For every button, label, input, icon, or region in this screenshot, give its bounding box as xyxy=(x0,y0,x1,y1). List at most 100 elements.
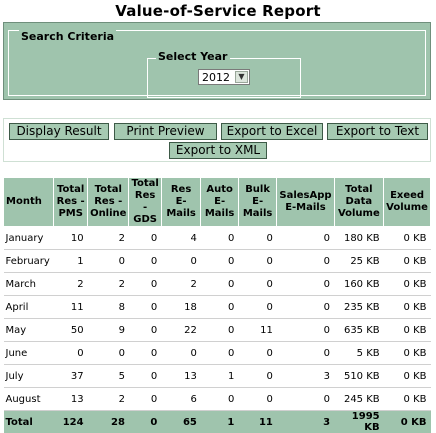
value-cell: 0 xyxy=(129,273,161,296)
export-text-button[interactable]: Export to Text xyxy=(327,123,428,140)
value-cell: 160 KB xyxy=(334,273,384,296)
value-cell: 2 xyxy=(88,388,129,411)
select-year-fieldset: Select Year 2012 ▼ xyxy=(147,58,301,98)
column-header-text: E-Mails xyxy=(205,196,235,219)
page-title: Value-of-Service Report xyxy=(0,2,436,20)
value-cell: 18 xyxy=(161,296,201,319)
search-criteria-legend: Search Criteria xyxy=(19,30,116,43)
column-header-text: Volume xyxy=(386,202,428,213)
value-cell: 0 xyxy=(201,227,238,250)
value-cell: 0 xyxy=(201,388,238,411)
month-cell: February xyxy=(4,250,54,273)
column-header: Month xyxy=(4,178,54,227)
value-cell: 2 xyxy=(88,227,129,250)
column-header-text: Res xyxy=(171,184,191,195)
year-select[interactable]: 2012 ▼ xyxy=(198,69,250,85)
value-cell: 4 xyxy=(161,227,201,250)
column-header-text: Month xyxy=(6,196,42,207)
value-cell: 0 KB xyxy=(384,342,431,365)
value-cell: 13 xyxy=(54,388,88,411)
value-cell: 0 KB xyxy=(384,250,431,273)
column-header-text: Volume xyxy=(338,208,380,219)
value-cell: 3 xyxy=(277,411,334,433)
value-cell: 0 xyxy=(277,227,334,250)
value-cell: 0 xyxy=(161,342,201,365)
value-cell: 235 KB xyxy=(334,296,384,319)
value-cell: 0 xyxy=(129,342,161,365)
column-header-text: Exeed xyxy=(390,190,424,201)
month-cell: Total xyxy=(4,411,54,433)
value-cell: 0 KB xyxy=(384,388,431,411)
value-cell: 9 xyxy=(88,319,129,342)
value-cell: 6 xyxy=(161,388,201,411)
value-cell: 11 xyxy=(238,411,277,433)
value-cell: 0 KB xyxy=(384,296,431,319)
value-cell: 2 xyxy=(161,273,201,296)
month-cell: August xyxy=(4,388,54,411)
column-header-text: Res - xyxy=(135,190,155,213)
value-cell: 2 xyxy=(88,273,129,296)
value-cell: 0 xyxy=(238,227,277,250)
value-cell: 0 xyxy=(54,342,88,365)
value-cell: 0 xyxy=(129,388,161,411)
value-cell: 245 KB xyxy=(334,388,384,411)
value-cell: 11 xyxy=(238,319,277,342)
column-header-text: E-Mails xyxy=(166,196,196,219)
display-result-button[interactable]: Display Result xyxy=(9,123,109,140)
export-excel-button[interactable]: Export to Excel xyxy=(221,123,323,140)
value-cell: 11 xyxy=(54,296,88,319)
value-cell: 0 xyxy=(88,250,129,273)
value-cell: 1 xyxy=(201,365,238,388)
year-select-value: 2012 xyxy=(202,71,230,84)
value-cell: 0 xyxy=(277,273,334,296)
value-cell: 28 xyxy=(88,411,129,433)
export-xml-button[interactable]: Export to XML xyxy=(169,142,267,159)
column-header-text: Auto xyxy=(206,184,233,195)
action-bar: Display Result Print Preview Export to E… xyxy=(3,118,431,162)
value-cell: 0 xyxy=(201,273,238,296)
value-cell: 0 xyxy=(129,411,161,433)
column-header-text: Res - xyxy=(57,196,85,207)
print-preview-button[interactable]: Print Preview xyxy=(114,123,217,140)
column-header-text: Total xyxy=(95,184,122,195)
value-cell: 0 xyxy=(129,227,161,250)
value-cell: 8 xyxy=(88,296,129,319)
value-cell: 0 xyxy=(201,250,238,273)
month-cell: July xyxy=(4,365,54,388)
column-header-text: Total xyxy=(345,184,372,195)
value-cell: 0 xyxy=(88,342,129,365)
value-cell: 5 KB xyxy=(334,342,384,365)
value-cell: 635 KB xyxy=(334,319,384,342)
value-cell: 0 xyxy=(201,342,238,365)
value-cell: 0 xyxy=(238,365,277,388)
value-cell: 10 xyxy=(54,227,88,250)
value-cell: 0 xyxy=(129,319,161,342)
chevron-down-icon[interactable]: ▼ xyxy=(235,71,248,83)
column-header-text: GDS xyxy=(133,214,157,225)
value-cell: 0 KB xyxy=(384,319,431,342)
value-cell: 124 xyxy=(54,411,88,433)
value-cell: 0 xyxy=(129,296,161,319)
value-cell: 0 xyxy=(161,250,201,273)
column-header-text: E-Mails xyxy=(285,202,326,213)
value-cell: 65 xyxy=(161,411,201,433)
value-cell: 0 xyxy=(201,319,238,342)
value-cell: 510 KB xyxy=(334,365,384,388)
search-criteria-fieldset: Search Criteria Select Year 2012 ▼ xyxy=(8,30,426,96)
value-cell: 50 xyxy=(54,319,88,342)
value-cell: 0 KB xyxy=(384,273,431,296)
value-cell: 0 xyxy=(238,296,277,319)
